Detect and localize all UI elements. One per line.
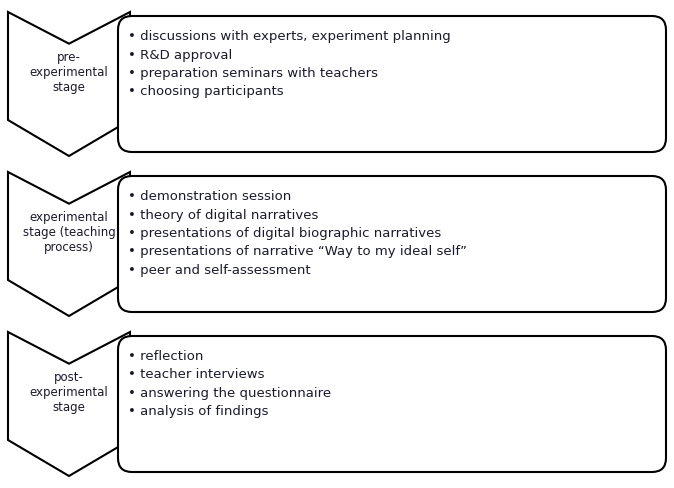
Polygon shape: [8, 332, 130, 476]
Text: • presentations of digital biographic narratives: • presentations of digital biographic na…: [128, 227, 441, 240]
FancyBboxPatch shape: [118, 16, 666, 152]
Text: • presentations of narrative “Way to my ideal self”: • presentations of narrative “Way to my …: [128, 245, 467, 259]
Text: • choosing participants: • choosing participants: [128, 85, 284, 99]
FancyBboxPatch shape: [118, 176, 666, 312]
Text: • R&D approval: • R&D approval: [128, 48, 233, 61]
Text: • analysis of findings: • analysis of findings: [128, 406, 268, 419]
Polygon shape: [8, 12, 130, 156]
Text: • reflection: • reflection: [128, 350, 204, 363]
Text: • demonstration session: • demonstration session: [128, 190, 291, 203]
Polygon shape: [8, 172, 130, 316]
Text: • teacher interviews: • teacher interviews: [128, 368, 264, 382]
Text: post-
experimental
stage: post- experimental stage: [30, 371, 109, 414]
Text: pre-
experimental
stage: pre- experimental stage: [30, 51, 109, 94]
Text: • answering the questionnaire: • answering the questionnaire: [128, 387, 331, 400]
Text: • preparation seminars with teachers: • preparation seminars with teachers: [128, 67, 378, 80]
Text: experimental
stage (teaching
process): experimental stage (teaching process): [23, 211, 115, 254]
FancyBboxPatch shape: [118, 336, 666, 472]
Text: • peer and self-assessment: • peer and self-assessment: [128, 264, 311, 277]
Text: • discussions with experts, experiment planning: • discussions with experts, experiment p…: [128, 30, 451, 43]
Text: • theory of digital narratives: • theory of digital narratives: [128, 208, 318, 222]
